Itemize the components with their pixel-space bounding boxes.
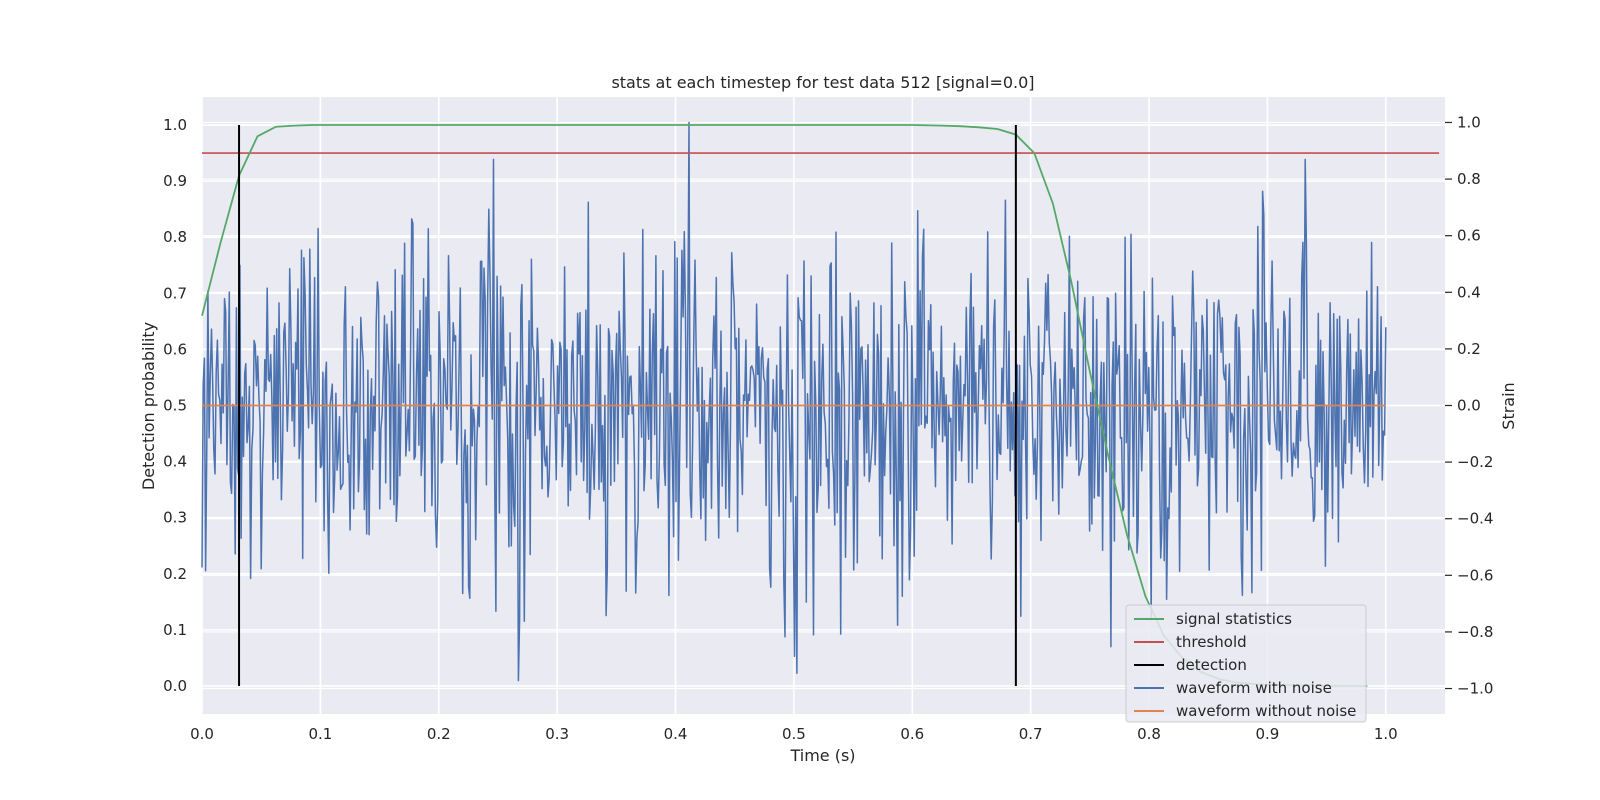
y2-tick-label: −1.0 (1457, 680, 1493, 698)
x-tick-label: 0.6 (900, 725, 924, 743)
y2-tick-label: −0.4 (1457, 510, 1493, 528)
x-tick-label: 0.9 (1255, 725, 1279, 743)
y-tick-label: 0.0 (163, 677, 187, 695)
y-tick-label: 1.0 (163, 116, 187, 134)
legend-box (1125, 604, 1367, 723)
x-tick-label: 0.0 (190, 725, 214, 743)
x-tick-label: 0.1 (308, 725, 332, 743)
y2-axis-label: Strain (1499, 382, 1518, 429)
x-axis-label: Time (s) (789, 746, 855, 765)
y2-tick-label: −0.8 (1457, 623, 1493, 641)
legend-label: waveform without noise (1176, 702, 1356, 720)
y-tick-label: 0.7 (163, 284, 187, 302)
legend-label: threshold (1176, 633, 1247, 651)
x-tick-label: 0.3 (545, 725, 569, 743)
y2-tick-label: 0.0 (1457, 397, 1481, 415)
legend-label: signal statistics (1176, 610, 1292, 628)
legend: signal statistics threshold detection wavef… (1125, 604, 1367, 723)
axis-ticks: 0.0 0.1 0.2 0.3 0.4 0.5 0.6 0.7 0.8 0.9 1.0 0.0 0.1 0… (163, 113, 1493, 743)
y2-tick-label: −0.6 (1457, 566, 1493, 584)
y2-tick-label: 0.4 (1457, 283, 1481, 301)
y-tick-label: 0.8 (163, 228, 187, 246)
x-tick-label: 0.5 (782, 725, 806, 743)
y2-tick-label: −0.2 (1457, 453, 1493, 471)
x-tick-label: 1.0 (1374, 725, 1398, 743)
y-tick-label: 0.4 (163, 453, 187, 471)
y2-tick-label: 0.6 (1457, 227, 1481, 245)
y2-tick-label: 0.8 (1457, 170, 1481, 188)
legend-label: detection (1176, 656, 1247, 674)
y-axis-label: Detection probability (139, 322, 158, 490)
y2-tick-label: 0.2 (1457, 340, 1481, 358)
x-tick-label: 0.4 (664, 725, 688, 743)
x-tick-label: 0.8 (1137, 725, 1161, 743)
x-tick-label: 0.7 (1019, 725, 1043, 743)
y-tick-label: 0.2 (163, 565, 187, 583)
y-tick-label: 0.3 (163, 509, 187, 527)
x-tick-label: 0.2 (427, 725, 451, 743)
y-tick-label: 0.9 (163, 172, 187, 190)
series-waveform-with-noise (201, 121, 1387, 682)
y2-tick-label: 1.0 (1457, 113, 1481, 131)
chart-title: stats at each timestep for test data 512… (611, 73, 1034, 92)
y-tick-label: 0.6 (163, 340, 187, 358)
y-tick-label: 0.5 (163, 397, 187, 415)
legend-label: waveform with noise (1176, 679, 1332, 697)
y-tick-label: 0.1 (163, 621, 187, 639)
